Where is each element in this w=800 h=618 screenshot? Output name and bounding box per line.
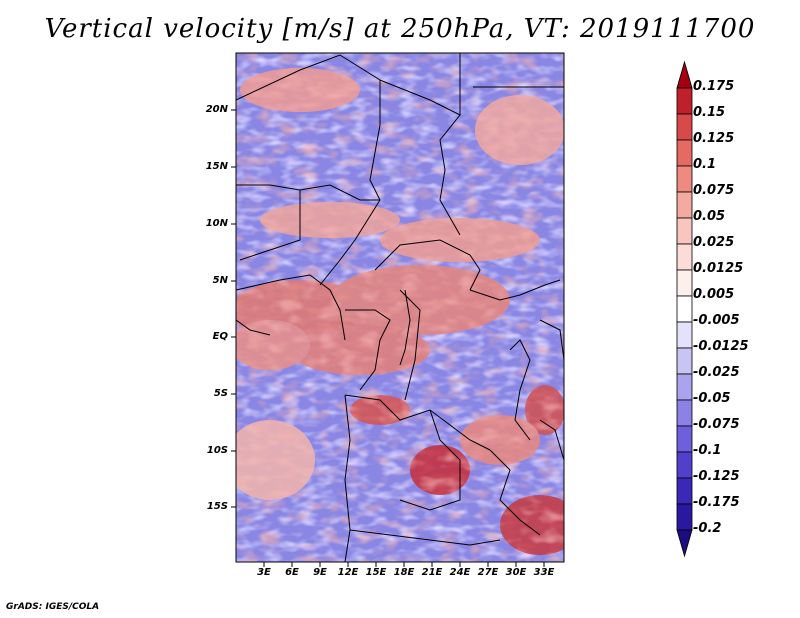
- lon-label: 18E: [393, 567, 415, 578]
- lat-label: 5N: [212, 275, 228, 286]
- colorbar-bin: [676, 373, 693, 401]
- colorbar-bin: [676, 295, 693, 323]
- colorbar-level-label: 0.005: [693, 287, 735, 302]
- colorbar-level-label: -0.175: [693, 495, 740, 510]
- lat-label: 15S: [206, 501, 228, 512]
- colorbar-level-label: 0.025: [693, 235, 735, 250]
- colorbar-bin: [676, 425, 693, 453]
- colorbar-level-label: -0.005: [693, 313, 740, 328]
- lon-label: 3E: [257, 567, 271, 578]
- lon-label: 12E: [337, 567, 359, 578]
- colorbar-bin: [676, 87, 693, 115]
- colorbar-level-label: -0.0125: [693, 339, 749, 354]
- colorbar-bin: [676, 529, 693, 558]
- lat-label: 10N: [205, 218, 228, 229]
- map-frame: [235, 52, 565, 563]
- colorbar-level-label: -0.125: [693, 469, 740, 484]
- lat-label: 10S: [206, 445, 228, 456]
- colorbar: [676, 60, 693, 558]
- lon-label: 30E: [505, 567, 527, 578]
- colorbar-level-label: 0.175: [693, 79, 735, 94]
- colorbar-bin: [676, 113, 693, 141]
- colorbar-bin: [676, 477, 693, 505]
- lon-label: 6E: [285, 567, 299, 578]
- colorbar-bin: [676, 165, 693, 193]
- lat-ticks: [231, 109, 236, 508]
- colorbar-level-label: 0.0125: [693, 261, 744, 276]
- colorbar-level-label: -0.05: [693, 391, 731, 406]
- colorbar-level-label: -0.075: [693, 417, 740, 432]
- colorbar-bin: [676, 399, 693, 427]
- lat-label: EQ: [212, 331, 228, 342]
- colorbar-level-label: -0.2: [693, 521, 722, 536]
- colorbar-level-label: 0.075: [693, 183, 735, 198]
- lat-label: 5S: [213, 388, 228, 399]
- colorbar-bin: [676, 321, 693, 349]
- colorbar-level-label: 0.15: [693, 105, 726, 120]
- colorbar-level-label: 0.1: [693, 157, 717, 172]
- colorbar-bin: [676, 217, 693, 245]
- lon-label: 21E: [421, 567, 443, 578]
- colorbar-level-label: -0.1: [693, 443, 722, 458]
- lat-label: 15N: [205, 161, 228, 172]
- colorbar-bin: [676, 243, 693, 271]
- colorbar-level-label: -0.025: [693, 365, 740, 380]
- colorbar-bin: [676, 139, 693, 167]
- lon-label: 27E: [477, 567, 499, 578]
- colorbar-bin: [676, 269, 693, 297]
- colorbar-bin: [676, 60, 693, 89]
- colorbar-level-label: 0.05: [693, 209, 726, 224]
- lon-ticks: [263, 562, 545, 567]
- colorbar-level-label: 0.125: [693, 131, 735, 146]
- colorbar-bin: [676, 503, 693, 531]
- lon-label: 15E: [365, 567, 387, 578]
- colorbar-bin: [676, 451, 693, 479]
- credit-text: GrADS: IGES/COLA: [6, 602, 100, 612]
- lon-label: 24E: [449, 567, 471, 578]
- colorbar-bin: [676, 347, 693, 375]
- colorbar-bin: [676, 191, 693, 219]
- lon-label: 9E: [313, 567, 327, 578]
- page-title: Vertical velocity [m/s] at 250hPa, VT: 2…: [44, 14, 756, 44]
- vertical-velocity-field: [236, 53, 564, 562]
- lat-label: 20N: [205, 104, 228, 115]
- lon-label: 33E: [533, 567, 555, 578]
